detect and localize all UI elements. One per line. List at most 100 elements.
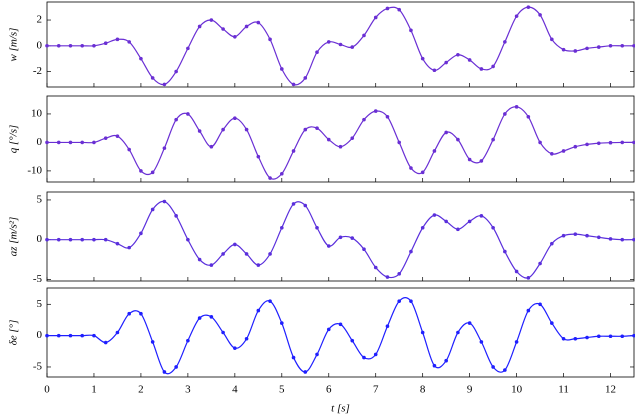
y-tick-label: 10 [31, 107, 43, 119]
data-point [432, 363, 437, 368]
data-point [68, 43, 73, 48]
data-point [444, 358, 448, 363]
data-point [432, 213, 437, 217]
data-point [585, 46, 589, 51]
data-point [186, 338, 190, 343]
data-point [620, 237, 625, 242]
data-point [221, 330, 225, 335]
data-point [538, 140, 542, 145]
data-point [68, 140, 73, 145]
data-point [103, 237, 108, 242]
data-point [620, 140, 625, 145]
data-point [526, 276, 531, 280]
data-point [350, 236, 355, 240]
data-point [268, 176, 272, 180]
data-point [127, 147, 131, 152]
plot-frame [46, 95, 635, 183]
data-point [209, 315, 214, 319]
data-point [373, 265, 378, 270]
data-point [80, 237, 85, 242]
y-tick-label: -2 [33, 65, 42, 77]
data-point [197, 257, 202, 262]
data-point [115, 330, 120, 335]
data-point [315, 225, 319, 230]
data-point [338, 235, 343, 240]
x-tick-label: 0 [44, 384, 50, 396]
data-point [315, 50, 319, 55]
data-point [56, 43, 61, 48]
data-point [221, 252, 225, 256]
data-point [115, 37, 120, 42]
data-point [162, 146, 167, 150]
data-point [139, 169, 143, 173]
plot-frame [46, 287, 635, 378]
x-tick-label: 3 [185, 384, 191, 396]
data-point [632, 140, 635, 145]
data-point [373, 15, 378, 20]
data-point [397, 299, 402, 303]
data-point [467, 321, 472, 325]
y-axis-label: q [°/s] [8, 125, 20, 154]
data-point [338, 42, 343, 47]
data-point [92, 43, 96, 48]
data-point [397, 272, 402, 276]
data-point [373, 352, 378, 357]
data-point [608, 334, 613, 339]
data-point [139, 56, 143, 61]
data-point [56, 333, 61, 338]
data-point [362, 117, 366, 122]
data-point [197, 24, 202, 29]
data-point [561, 47, 566, 52]
data-point [186, 112, 190, 116]
data-point [280, 225, 284, 230]
data-point [420, 170, 425, 175]
data-point [45, 140, 49, 145]
data-point [115, 241, 120, 246]
x-tick-label: 8 [420, 384, 426, 396]
data-point [526, 5, 531, 9]
data-point [221, 27, 225, 31]
data-point [139, 231, 143, 236]
data-point [514, 14, 519, 18]
data-point [420, 330, 425, 335]
data-point [162, 370, 167, 374]
data-point [197, 129, 202, 133]
data-point [632, 43, 635, 48]
x-tick-label: 1 [91, 384, 97, 396]
data-point [209, 144, 214, 149]
x-tick-label: 11 [558, 384, 569, 396]
data-point [268, 37, 272, 42]
data-point [491, 365, 495, 369]
data-point [303, 127, 308, 132]
data-point [221, 127, 225, 132]
data-point [174, 117, 178, 122]
data-point [174, 214, 178, 218]
data-point [608, 140, 613, 145]
data-point [150, 170, 155, 175]
data-point [573, 336, 578, 341]
data-point [326, 327, 331, 332]
data-point [467, 157, 472, 162]
data-point [467, 58, 472, 62]
data-point [268, 299, 272, 303]
data-point [45, 237, 49, 242]
data-point [256, 263, 261, 267]
data-point [326, 137, 331, 142]
data-point [174, 365, 178, 369]
data-point [526, 114, 531, 119]
data-point [56, 237, 61, 242]
y-tick-label: 2 [37, 14, 43, 26]
data-point [373, 109, 378, 113]
data-point [561, 336, 566, 341]
data-point [385, 6, 390, 11]
data-point [280, 67, 284, 71]
data-point [362, 33, 366, 38]
data-point [456, 53, 460, 57]
data-point [103, 340, 108, 345]
data-point [479, 67, 484, 71]
data-point [409, 28, 413, 33]
data-point [561, 233, 566, 238]
data-point [362, 355, 366, 360]
data-point [632, 237, 635, 242]
data-point [209, 18, 214, 22]
